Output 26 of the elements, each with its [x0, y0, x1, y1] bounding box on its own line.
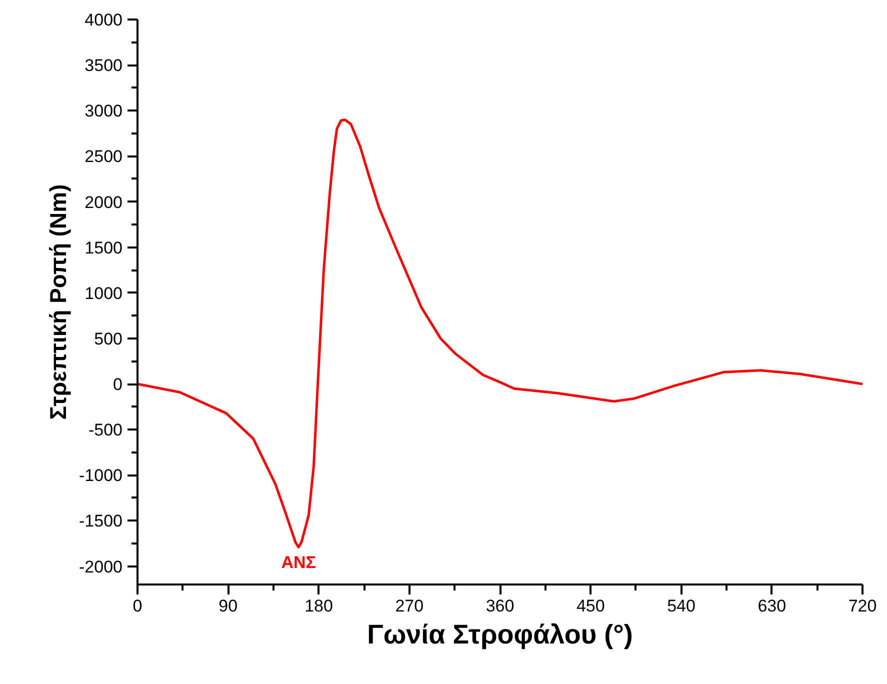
y-axis-title: Στρεπτική Ροπή (Nm) — [45, 184, 72, 420]
y-tick-label: 500 — [94, 329, 123, 348]
y-tick-label: -1000 — [79, 466, 123, 486]
y-tick-label: 1500 — [84, 238, 123, 258]
x-tick-label: 360 — [486, 596, 514, 616]
y-tick-label: -1500 — [79, 512, 123, 531]
y-tick-label: -500 — [88, 420, 123, 440]
y-tick-label: 3000 — [84, 102, 123, 121]
x-tick-label: 180 — [304, 596, 333, 616]
line-series — [138, 118, 862, 548]
y-tick-label: 0 — [113, 375, 123, 394]
x-tick-label: 270 — [395, 596, 424, 616]
y-tick-label: 2000 — [84, 192, 123, 212]
x-tick-label: 630 — [758, 596, 786, 616]
x-tick-label: 540 — [667, 596, 696, 616]
y-tick-label: 2500 — [84, 147, 123, 166]
y-tick-label: 4000 — [84, 10, 123, 30]
y-tick-label: 3500 — [84, 56, 123, 76]
x-tick-label: 450 — [576, 596, 605, 616]
x-tick-label: 90 — [218, 596, 238, 616]
x-tick-label: 720 — [848, 596, 877, 616]
x-axis-title: Γωνία Στροφάλου (°) — [367, 620, 633, 650]
annotation: ΑΝΣ — [281, 553, 316, 572]
y-tick-label: -2000 — [79, 557, 123, 576]
x-tick-label: 0 — [132, 596, 142, 616]
y-tick-label: 1000 — [84, 284, 123, 303]
